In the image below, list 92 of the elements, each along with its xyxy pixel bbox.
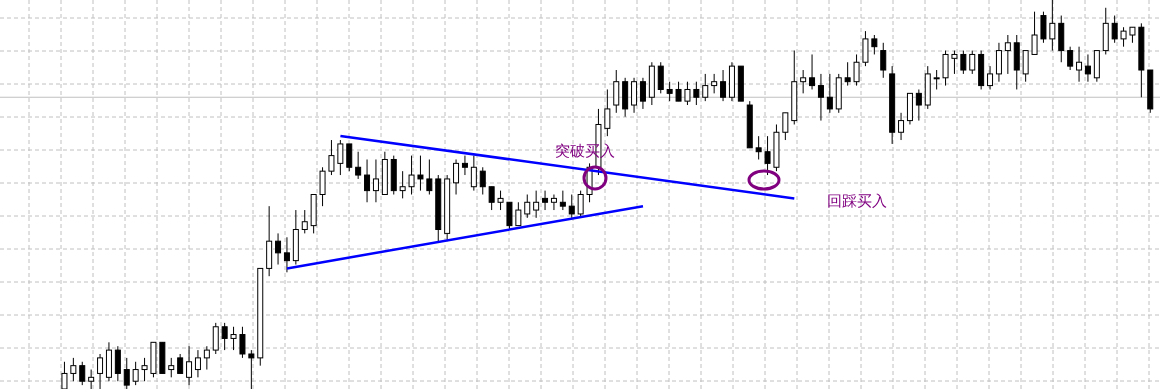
candlestick bbox=[70, 357, 77, 382]
candlestick bbox=[524, 194, 531, 219]
candlestick bbox=[515, 201, 522, 227]
candlestick bbox=[203, 345, 210, 371]
candlestick bbox=[675, 81, 682, 102]
candlestick bbox=[969, 50, 976, 75]
candlestick bbox=[212, 322, 219, 355]
candlestick bbox=[898, 112, 905, 141]
candlestick bbox=[132, 361, 139, 386]
candlestick bbox=[862, 30, 869, 67]
candlestick bbox=[79, 361, 86, 386]
candlestick bbox=[1084, 53, 1091, 83]
candlestick bbox=[301, 209, 308, 234]
candlestick bbox=[239, 326, 246, 359]
candlestick bbox=[1031, 11, 1038, 55]
candlestick bbox=[177, 353, 184, 374]
candlestick bbox=[942, 50, 949, 87]
candlestick bbox=[666, 81, 673, 102]
candlestick bbox=[711, 73, 718, 94]
candlestick bbox=[577, 190, 584, 219]
candlestick bbox=[355, 151, 362, 180]
candlestick bbox=[488, 186, 495, 211]
annotation: 回踩买入 bbox=[827, 192, 887, 210]
candlestick bbox=[168, 357, 175, 378]
candlestick bbox=[631, 77, 638, 114]
candlestick bbox=[809, 53, 816, 90]
candlestick bbox=[639, 77, 646, 110]
candlestick bbox=[470, 155, 477, 192]
candlestick bbox=[426, 158, 433, 195]
candlestick bbox=[915, 88, 922, 122]
candlestick bbox=[497, 190, 504, 211]
candlestick bbox=[1022, 50, 1029, 83]
candlestick bbox=[871, 34, 878, 55]
candlestick bbox=[230, 326, 237, 351]
candlestick bbox=[684, 81, 691, 106]
candlestick bbox=[568, 194, 575, 219]
candlestick bbox=[248, 349, 255, 389]
candlestick bbox=[826, 73, 833, 114]
candlestick bbox=[461, 155, 468, 176]
candlestick bbox=[542, 190, 549, 211]
candlestick bbox=[283, 236, 290, 273]
candlestick bbox=[328, 139, 335, 176]
candlestick bbox=[417, 155, 424, 192]
candlestick bbox=[1120, 26, 1127, 48]
candlestick bbox=[764, 135, 771, 176]
candlestick bbox=[319, 166, 326, 207]
candlestick bbox=[337, 139, 344, 176]
candlestick bbox=[1040, 11, 1047, 44]
candlestick bbox=[506, 201, 513, 231]
candlestick bbox=[408, 155, 415, 195]
candlestick bbox=[533, 190, 540, 219]
candlestick bbox=[550, 194, 557, 211]
candlestick bbox=[114, 345, 121, 382]
candlestick bbox=[987, 65, 994, 90]
candlestick bbox=[453, 158, 460, 195]
candlestick bbox=[782, 112, 789, 141]
candlestick bbox=[853, 53, 860, 87]
candlestick bbox=[702, 73, 709, 102]
candlestick bbox=[275, 232, 282, 266]
candlestick bbox=[755, 135, 762, 160]
candlestick bbox=[399, 170, 406, 199]
candlestick bbox=[951, 50, 958, 75]
candlestick bbox=[1111, 15, 1118, 44]
candlestick bbox=[1067, 46, 1074, 71]
candlestick bbox=[960, 50, 967, 75]
candlestick bbox=[657, 61, 664, 94]
candlestick bbox=[800, 69, 807, 94]
candlestick bbox=[61, 361, 68, 389]
candlestick bbox=[604, 88, 611, 137]
candlestick bbox=[88, 369, 95, 389]
candlestick bbox=[1049, 0, 1056, 52]
candlestick bbox=[364, 158, 371, 203]
candlestick bbox=[933, 69, 940, 90]
candlestick bbox=[720, 69, 727, 102]
candlestick bbox=[1076, 46, 1083, 83]
candlestick bbox=[613, 69, 620, 114]
candlestick bbox=[844, 61, 851, 87]
candlestick bbox=[221, 322, 228, 351]
candlestick bbox=[559, 190, 566, 211]
candlestick bbox=[346, 143, 353, 172]
candlestick bbox=[194, 349, 201, 378]
candlestick bbox=[880, 42, 887, 79]
candlestick bbox=[1004, 34, 1011, 75]
candlestick bbox=[123, 357, 130, 389]
candlestick bbox=[141, 357, 148, 382]
candlestick bbox=[817, 73, 824, 122]
candlestick bbox=[693, 81, 700, 106]
candlestick bbox=[186, 345, 193, 386]
candlestick bbox=[479, 166, 486, 195]
candlestick bbox=[97, 353, 104, 389]
candlestick bbox=[372, 158, 379, 203]
candlestick bbox=[995, 42, 1002, 83]
